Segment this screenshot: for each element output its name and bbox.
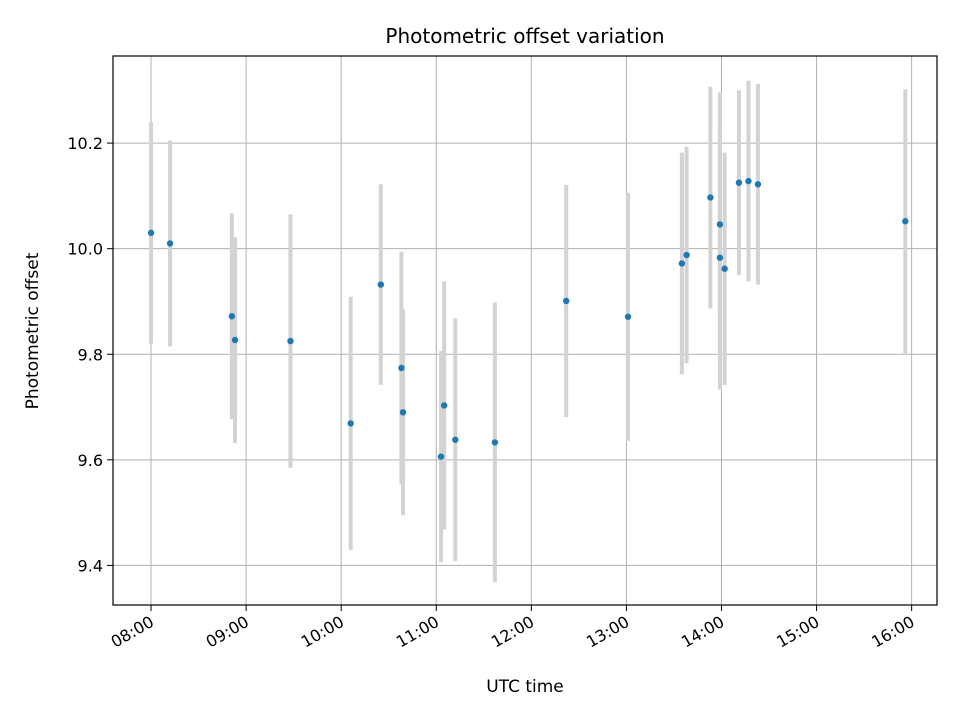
data-point [228, 313, 236, 320]
data-point [716, 254, 724, 261]
y-axis-label: Photometric offset [23, 252, 43, 409]
chart-title: Photometric offset variation [385, 24, 664, 48]
data-point [721, 265, 728, 272]
data-point [683, 251, 690, 259]
data-point [716, 221, 724, 228]
y-tick-label: 9.6 [78, 451, 103, 470]
data-point [624, 313, 632, 320]
data-point [347, 420, 354, 427]
data-point [231, 336, 239, 344]
y-tick-label: 10.0 [67, 240, 103, 259]
data-point [377, 281, 384, 288]
data-point [678, 260, 686, 267]
data-point [735, 179, 743, 186]
data-point [166, 240, 174, 247]
data-point [491, 439, 499, 446]
y-tick-label: 10.2 [67, 134, 103, 153]
data-point [707, 194, 714, 201]
data-point [440, 402, 448, 409]
data-point [754, 181, 762, 188]
data-point [287, 337, 294, 345]
data-point [399, 409, 407, 416]
data-point [452, 436, 459, 443]
data-point [563, 297, 570, 305]
plot-frame [112, 55, 938, 606]
data-point [745, 177, 752, 185]
x-axis-label: UTC time [486, 677, 564, 697]
data-point [437, 453, 445, 460]
data-point [398, 364, 405, 372]
y-tick-label: 9.4 [78, 556, 103, 575]
data-point [902, 218, 909, 225]
y-tick-layer: 9.4 9.6 9.8 10.0 10.2 [67, 134, 113, 575]
y-tick-label: 9.8 [78, 345, 103, 364]
point-layer [147, 177, 909, 460]
data-point [147, 229, 155, 237]
